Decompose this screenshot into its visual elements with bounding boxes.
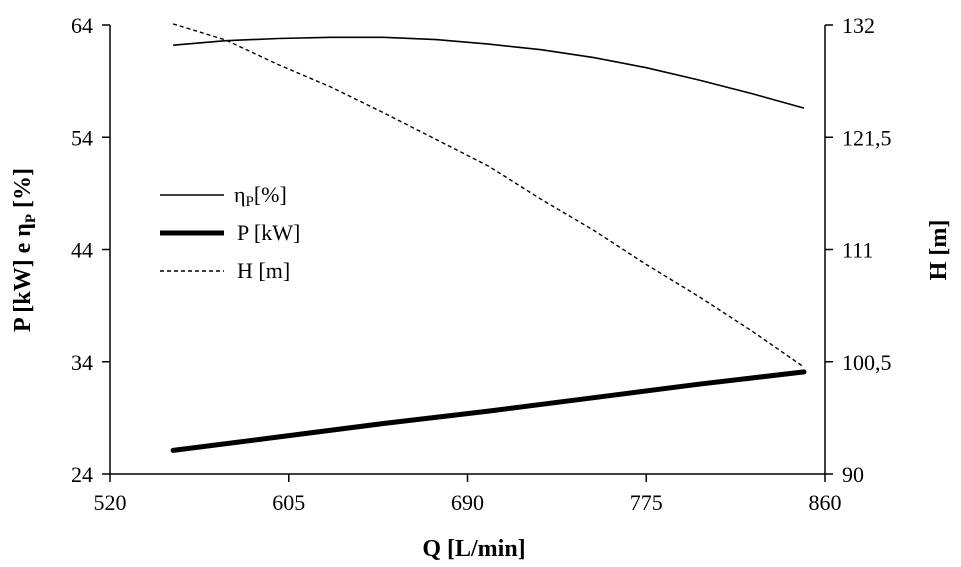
y-right-tick-label: 121,5 [842, 125, 892, 150]
x-tick-label: 690 [451, 490, 484, 515]
y-right-tick-label: 90 [842, 462, 864, 487]
y-right-tick-label: 100,5 [842, 350, 892, 375]
legend: ηP[%] P [kW] H [m] [160, 182, 300, 283]
x-tick-label: 520 [94, 490, 127, 515]
x-tick-label: 860 [809, 490, 842, 515]
y-right-tick-label: 111 [842, 238, 873, 263]
series-line-2 [172, 23, 805, 368]
y-left-tick-label: 24 [71, 462, 93, 487]
legend-label-head: H [m] [237, 258, 290, 283]
x-axis-title: Q [L/min] [422, 536, 525, 562]
y-right-tick-label: 132 [842, 13, 875, 38]
y-left-tick-label: 54 [71, 125, 93, 150]
y-axis-right-title: H [m] [926, 220, 952, 281]
y-left-tick-label: 44 [71, 238, 93, 263]
series-line-1 [170, 369, 807, 453]
series-line-0 [173, 36, 805, 109]
legend-label-power: P [kW] [237, 220, 300, 245]
axes: 520 605 690 775 860 24 34 44 54 64 90 100,5 111 121,5… [71, 13, 892, 515]
x-tick-label: 775 [630, 490, 663, 515]
y-left-tick-label: 34 [71, 350, 93, 375]
y-left-tick-label: 64 [71, 13, 93, 38]
series-layer [170, 23, 807, 453]
x-tick-label: 605 [272, 490, 305, 515]
legend-label-efficiency: ηP[%] [234, 182, 287, 210]
y-axis-left-title: P [kW] e ηP [%] [10, 168, 39, 332]
